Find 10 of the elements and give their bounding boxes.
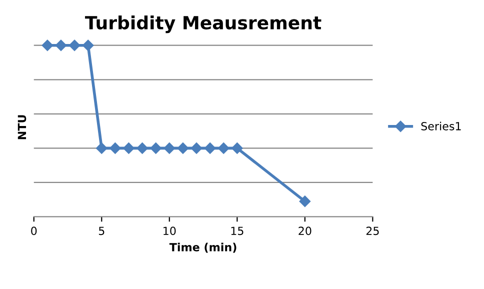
legend-label: Series1 bbox=[421, 122, 461, 130]
x-tick-label: 25 bbox=[366, 226, 379, 236]
x-tick-label: 10 bbox=[164, 226, 176, 236]
chart-title: Turbidity Meausrement bbox=[85, 16, 322, 34]
x-axis-title: Time (min) bbox=[169, 242, 236, 253]
y-axis-title: NTU bbox=[18, 115, 26, 140]
x-tick-label: 15 bbox=[231, 226, 244, 236]
x-tick-label: 0 bbox=[31, 226, 37, 236]
x-tick-label: 20 bbox=[298, 226, 312, 236]
x-tick-label: 5 bbox=[98, 226, 104, 236]
